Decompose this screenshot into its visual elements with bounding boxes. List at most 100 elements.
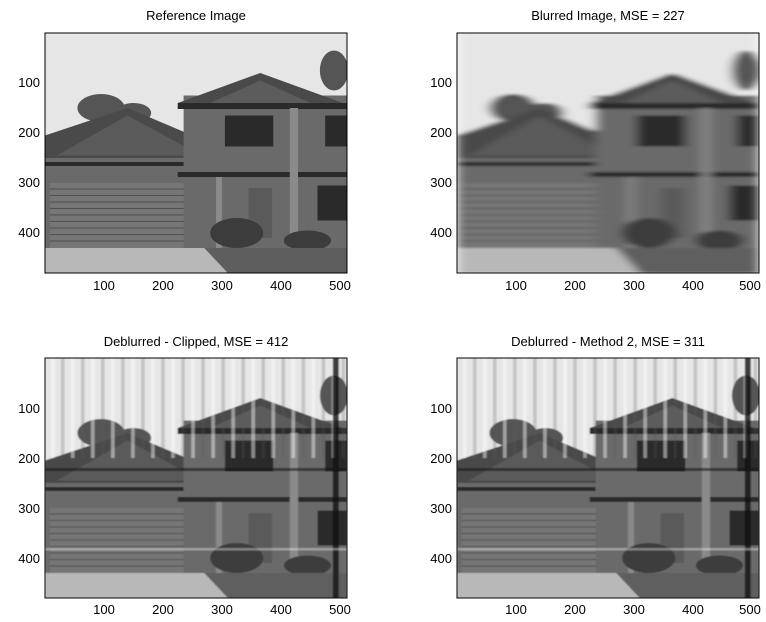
- window: [317, 510, 347, 546]
- ringing-artifact: [543, 358, 547, 458]
- ringing-artifact: [50, 358, 55, 458]
- ringing-artifact: [583, 358, 587, 458]
- y-tick-label: 100: [430, 75, 452, 90]
- ringing-artifact: [201, 358, 205, 458]
- ringing-artifact: [261, 358, 266, 458]
- x-tick-label: 300: [623, 602, 645, 617]
- ringing-artifact: [341, 358, 346, 458]
- x-axis: 100 200 300 400 500: [93, 602, 351, 617]
- scene-content: [457, 33, 759, 273]
- axes-frame: [456, 357, 760, 599]
- ringing-artifact: [603, 358, 607, 458]
- y-tick-label: 300: [430, 175, 452, 190]
- driveway: [457, 248, 640, 273]
- x-tick-label: 300: [211, 278, 233, 293]
- garage-eave: [457, 162, 623, 166]
- window: [729, 185, 759, 221]
- ringing-artifact: [462, 358, 467, 458]
- x-tick-label: 100: [505, 278, 527, 293]
- window: [317, 185, 347, 221]
- ringing-artifact: [492, 358, 497, 458]
- porch-post: [628, 502, 634, 573]
- y-tick-label: 300: [430, 501, 452, 516]
- shrub: [283, 230, 332, 251]
- panel-deblurred-method-2: Deblurred - Method 2, MSE = 311 100 200 …: [430, 334, 761, 617]
- ringing-artifact: [513, 358, 517, 458]
- x-tick-label: 100: [93, 602, 115, 617]
- shrub: [695, 230, 744, 251]
- ringing-artifact: [221, 358, 225, 458]
- ringing-artifact: [673, 358, 678, 458]
- main-eave: [589, 103, 759, 109]
- x-tick-label: 500: [329, 278, 351, 293]
- shrub: [622, 218, 676, 248]
- y-axis: 100 200 300 400: [18, 75, 40, 240]
- y-axis: 100 200 300 400: [18, 401, 40, 566]
- panel-title: Blurred Image, MSE = 227: [531, 8, 685, 23]
- x-tick-label: 500: [329, 602, 351, 617]
- y-tick-label: 400: [18, 551, 40, 566]
- x-tick-label: 300: [211, 602, 233, 617]
- ringing-artifact: [70, 358, 75, 458]
- ringing-artifact: [643, 358, 647, 458]
- axes-frame: [456, 32, 760, 274]
- ringing-artifact: [151, 358, 155, 458]
- ringing-artifact: [457, 468, 759, 471]
- porch-post: [289, 433, 299, 573]
- porch-post: [216, 502, 222, 573]
- garage-gable: [56, 115, 202, 156]
- shrub: [210, 543, 264, 573]
- driveway: [45, 573, 228, 598]
- panel-reference: Reference Image 100 200 300 400 500 100 …: [18, 8, 351, 293]
- y-tick-label: 100: [18, 401, 40, 416]
- panel-title: Deblurred - Clipped, MSE = 412: [104, 334, 289, 349]
- shrub: [210, 218, 264, 248]
- ringing-artifact: [332, 358, 339, 598]
- ringing-artifact: [457, 548, 759, 551]
- ringing-artifact: [703, 358, 708, 458]
- x-axis: 100 200 300 400 500: [93, 278, 351, 293]
- x-tick-label: 300: [623, 278, 645, 293]
- y-tick-label: 400: [18, 225, 40, 240]
- porch-roof: [589, 497, 759, 502]
- ringing-artifact: [713, 358, 718, 458]
- ringing-artifact: [321, 358, 326, 458]
- ringing-artifact: [311, 358, 316, 458]
- y-tick-label: 200: [18, 125, 40, 140]
- tree: [319, 50, 347, 91]
- x-axis: 100 200 300 400 500: [505, 602, 761, 617]
- ringing-artifact: [111, 358, 115, 458]
- garage-eave: [45, 162, 211, 166]
- ringing-artifact: [171, 358, 175, 458]
- x-tick-label: 200: [564, 602, 586, 617]
- ringing-artifact: [60, 358, 65, 458]
- ringing-artifact: [211, 358, 215, 458]
- ringing-artifact: [80, 358, 85, 458]
- ringing-artifact: [693, 358, 698, 458]
- panel-title: Deblurred - Method 2, MSE = 311: [511, 334, 705, 349]
- y-tick-label: 200: [430, 125, 452, 140]
- ringing-artifact: [573, 358, 577, 458]
- house-image: [45, 33, 347, 273]
- panel-title: Reference Image: [146, 8, 246, 23]
- ringing-artifact: [533, 358, 537, 458]
- ringing-artifact: [301, 358, 306, 458]
- panel-blurred: Blurred Image, MSE = 227 100 200 300 400…: [430, 8, 761, 293]
- ringing-artifact: [231, 358, 235, 458]
- scene-content: [457, 358, 759, 598]
- ringing-artifact: [141, 358, 145, 458]
- y-tick-label: 300: [18, 175, 40, 190]
- x-tick-label: 500: [739, 278, 761, 293]
- ringing-artifact: [281, 358, 286, 458]
- ringing-artifact: [181, 358, 185, 458]
- garage-gable: [468, 115, 614, 156]
- x-tick-label: 400: [682, 278, 704, 293]
- ringing-artifact: [161, 358, 165, 458]
- scene-content: [45, 33, 347, 273]
- window: [737, 115, 759, 147]
- y-axis: 100 200 300 400: [430, 75, 452, 240]
- ringing-artifact: [45, 548, 347, 551]
- ringing-artifact: [563, 358, 567, 458]
- x-tick-label: 400: [270, 602, 292, 617]
